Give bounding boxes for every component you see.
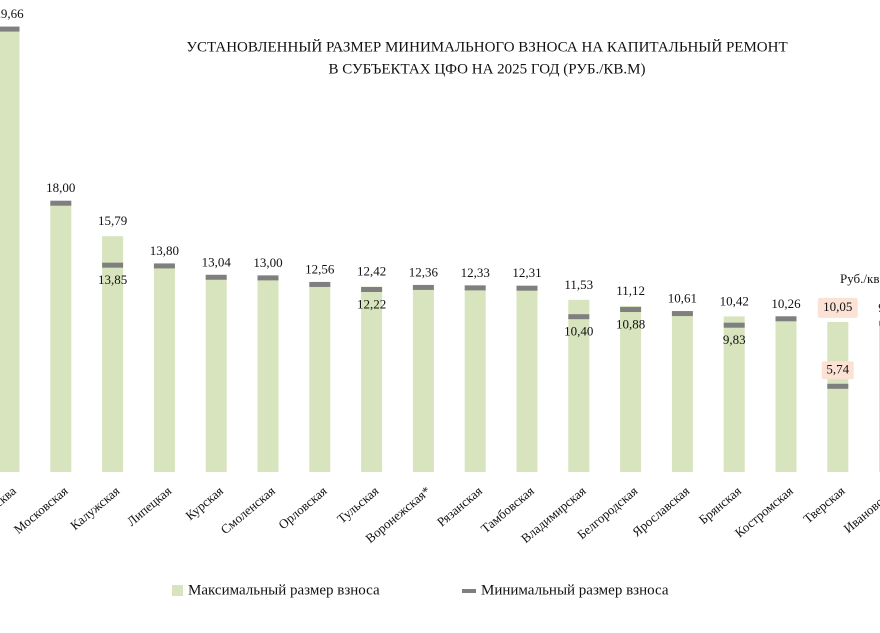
value-label: 10,26: [771, 296, 801, 311]
value-label: 5,74: [826, 361, 849, 376]
value-label: 10,61: [668, 291, 697, 306]
bar: [775, 318, 797, 472]
legend-swatch: [462, 589, 476, 593]
bar: [205, 277, 227, 472]
min-marker: [50, 200, 72, 206]
value-label: 10,42: [720, 293, 749, 308]
value-label: 13,00: [253, 255, 282, 270]
x-tick-label: Курская: [182, 483, 226, 523]
value-label: 13,85: [98, 272, 127, 287]
bar: [50, 203, 72, 472]
value-label: 12,22: [357, 296, 386, 311]
x-tick-label: Липецкая: [124, 483, 175, 529]
legend-label: Минимальный размер взноса: [481, 582, 669, 598]
min-marker: [0, 26, 20, 32]
value-label: 11,53: [564, 277, 593, 292]
value-label: 12,42: [357, 264, 386, 279]
x-tick-label: Орловская: [275, 483, 329, 532]
value-label: 12,36: [409, 264, 439, 279]
value-label: 13,80: [150, 243, 179, 258]
chart-title: УСТАНОВЛЕННЫЙ РАЗМЕР МИНИМАЛЬНОГО ВЗНОСА…: [186, 38, 787, 55]
x-tick-label: Рязанская: [434, 483, 485, 529]
min-marker: [464, 285, 486, 291]
min-marker: [257, 275, 279, 281]
unit-annotation: Руб./кв.м: [840, 271, 880, 286]
min-marker: [775, 316, 797, 322]
min-marker: [723, 322, 745, 328]
min-marker: [102, 262, 124, 268]
x-tick-label: Калужская: [67, 483, 122, 533]
bar: [153, 265, 175, 472]
min-marker: [516, 285, 538, 291]
x-tick-label: Ивановская: [841, 483, 880, 536]
label-highlight: [821, 361, 854, 380]
bar: [827, 321, 849, 472]
bar: [361, 286, 383, 472]
x-tick-label: Брянская: [696, 483, 744, 527]
label-highlight: [817, 297, 858, 318]
x-tick-label: Ярославская: [629, 483, 692, 539]
min-marker: [205, 274, 227, 280]
min-marker: [153, 263, 175, 269]
legend-label: Максимальный размер взноса: [188, 582, 380, 598]
value-label: 29,66: [0, 6, 24, 21]
min-marker: [671, 311, 693, 317]
value-label: 10,40: [564, 324, 593, 339]
value-label: 11,12: [616, 283, 645, 298]
bar: [723, 316, 745, 472]
chart-title: В СУБЪЕКТАХ ЦФО НА 2025 ГОД (РУБ./КВ.М): [329, 61, 646, 77]
min-marker: [568, 314, 590, 320]
value-label: 18,00: [46, 180, 75, 195]
bar: [671, 313, 693, 472]
value-label: 10,88: [616, 317, 645, 332]
bar: [568, 299, 590, 472]
bar: [0, 29, 20, 473]
value-label: 12,31: [512, 265, 541, 280]
min-marker: [620, 307, 642, 313]
value-label: 15,79: [98, 213, 127, 228]
bar: [516, 288, 538, 472]
value-label: 9,83: [723, 332, 746, 347]
min-marker: [412, 284, 434, 290]
legend-swatch: [172, 585, 183, 596]
x-tick-label: Смоленская: [218, 483, 278, 537]
bar: [412, 287, 434, 472]
bar: [620, 305, 642, 472]
bar: [309, 284, 331, 472]
min-marker: [827, 383, 849, 389]
x-tick-label: Московская: [11, 483, 71, 537]
min-marker: [361, 287, 383, 293]
value-label: 13,04: [202, 254, 232, 269]
value-label: 12,33: [461, 265, 490, 280]
x-tick-label: Тверская: [800, 483, 847, 526]
bar: [102, 236, 124, 472]
bar: [257, 277, 279, 472]
bar: [464, 287, 486, 472]
x-tick-label: Москва: [0, 483, 19, 522]
value-label: 12,56: [305, 261, 335, 276]
value-label: 10,05: [823, 299, 852, 314]
value-label: 9,96: [878, 300, 880, 315]
min-marker: [309, 281, 331, 287]
x-tick-label: Тульская: [334, 483, 381, 526]
